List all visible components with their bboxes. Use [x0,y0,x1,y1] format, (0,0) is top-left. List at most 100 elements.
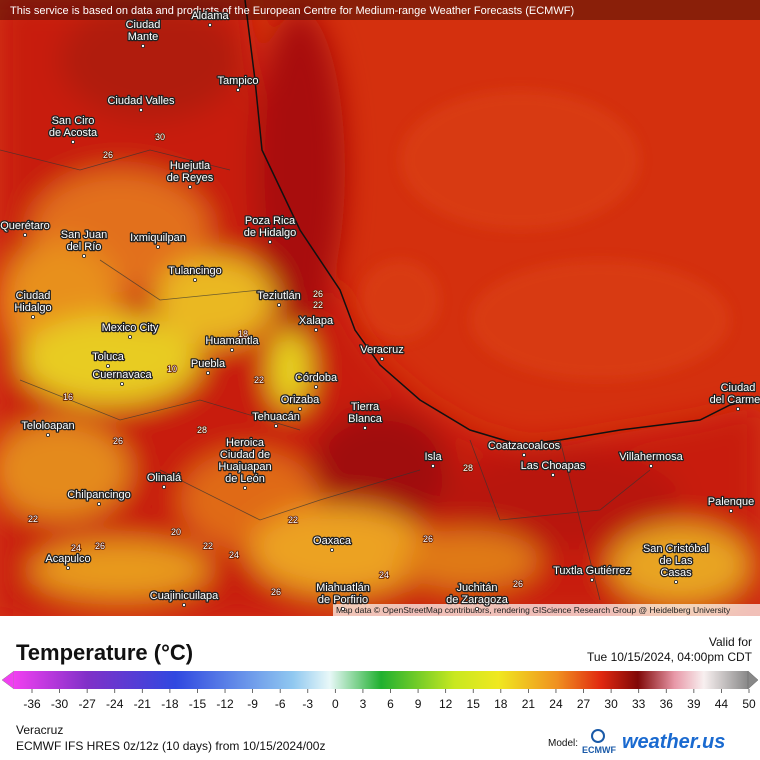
city: Tehuacán [251,410,301,428]
city-label: Veracruz [360,344,403,356]
legend-tick-label: -15 [189,697,207,711]
city: Ixmiquilpan [129,231,187,249]
legend-tick-label: -12 [216,697,234,711]
city: Coatzacoalcos [487,439,562,457]
city-label: Huajuapan [218,461,271,473]
contour-label: 28 [197,425,207,435]
city: Teloloapan [20,419,76,437]
contour-label: 16 [63,392,73,402]
legend-tick-label: 50 [742,697,756,711]
legend-title: Temperature (°C) [16,640,193,665]
city-label: Coatzacoalcos [488,440,561,452]
city-dot [273,423,278,428]
contour-label: 24 [379,570,389,580]
city-dot [474,607,479,612]
city-label: Huejutla [170,160,211,172]
legend-tick-label: 9 [415,697,422,711]
city-label: Hidalgo [14,302,51,314]
city-dot [205,370,210,375]
legend-tick-label: 30 [604,697,618,711]
city-label: Juchitán [457,582,498,594]
city-dot [313,327,318,332]
city: Aldama [190,9,231,27]
city-label: del Carmen [710,394,760,406]
legend-tick-label: 3 [360,697,367,711]
city: Oaxaca [312,534,353,553]
city-label: Tuxtla Gutiérrez [553,565,631,577]
city-label: Tehuacán [252,411,300,423]
contour-label: 26 [103,150,113,160]
city-label: de Reyes [167,172,214,184]
legend-tick-label: -3 [302,697,313,711]
city-label: Tampico [218,75,259,87]
city-dot [276,302,281,307]
city-dot [192,277,197,282]
city: Cuernavaca [91,368,154,386]
city-label: Poza Rica [245,215,296,227]
map: This service is based on data and produc… [0,0,760,616]
city-dot [46,432,51,437]
city: Córdoba [294,371,339,389]
city-dot [71,139,76,144]
city-label: Ciudad [126,19,161,31]
city-label: Ciudad Valles [107,95,175,107]
legend-tick-label: 21 [522,697,536,711]
city: Querétaro [0,219,51,237]
city-label: San Juan [61,229,107,241]
city: Villahermosa [618,450,685,468]
city-dot [120,381,125,386]
city-label: Olinalá [147,472,182,484]
city-label: Isla [424,451,442,463]
city-label: del Río [67,241,102,253]
legend-tick-label: -21 [134,697,152,711]
contour-label: 26 [313,289,323,299]
city-dot [127,334,132,339]
city-label: Orizaba [281,394,320,406]
service-banner: This service is based on data and produc… [10,5,574,17]
contour-label: 22 [28,514,38,524]
city-dot [729,508,734,513]
city-dot [106,363,111,368]
city-label: Ciudad [721,382,756,394]
city: Isla [423,450,444,468]
city: Chilpancingo [66,488,132,506]
city-label: Miahuatlán [316,582,370,594]
contour-label: 26 [95,541,105,551]
contour-label: 28 [463,463,473,473]
city-label: de Acosta [49,127,98,139]
city-dot [430,463,435,468]
city-dot [181,603,186,608]
city-label: de Hidalgo [244,227,297,239]
city: Ciudad Valles [106,94,176,113]
city-dot [187,184,192,189]
city-label: San Cristóbal [643,543,709,555]
city: Olinalá [146,471,183,489]
legend-tick-label: 18 [494,697,508,711]
city: Xalapa [298,314,335,332]
contour-label: 26 [513,579,523,589]
city: Veracruz [359,343,405,361]
contour-label: 22 [313,300,323,310]
city-label: Xalapa [299,315,334,327]
city-dot [313,384,318,389]
legend-tick-label: 39 [687,697,701,711]
city-label: de Zaragoza [446,594,509,606]
city-dot [674,580,679,585]
map-attribution: Map data © OpenStreetMap contributors, r… [336,605,731,615]
city-label: Acapulco [45,553,90,565]
legend-tick-label: 12 [439,697,453,711]
legend-tick-label: -6 [275,697,286,711]
brand[interactable]: weather.us [622,731,725,753]
city: Tulancingo [167,264,223,282]
city: Cuajinicuilapa [148,589,220,608]
city-dot [649,463,654,468]
city-label: de Porfirio [318,594,368,606]
